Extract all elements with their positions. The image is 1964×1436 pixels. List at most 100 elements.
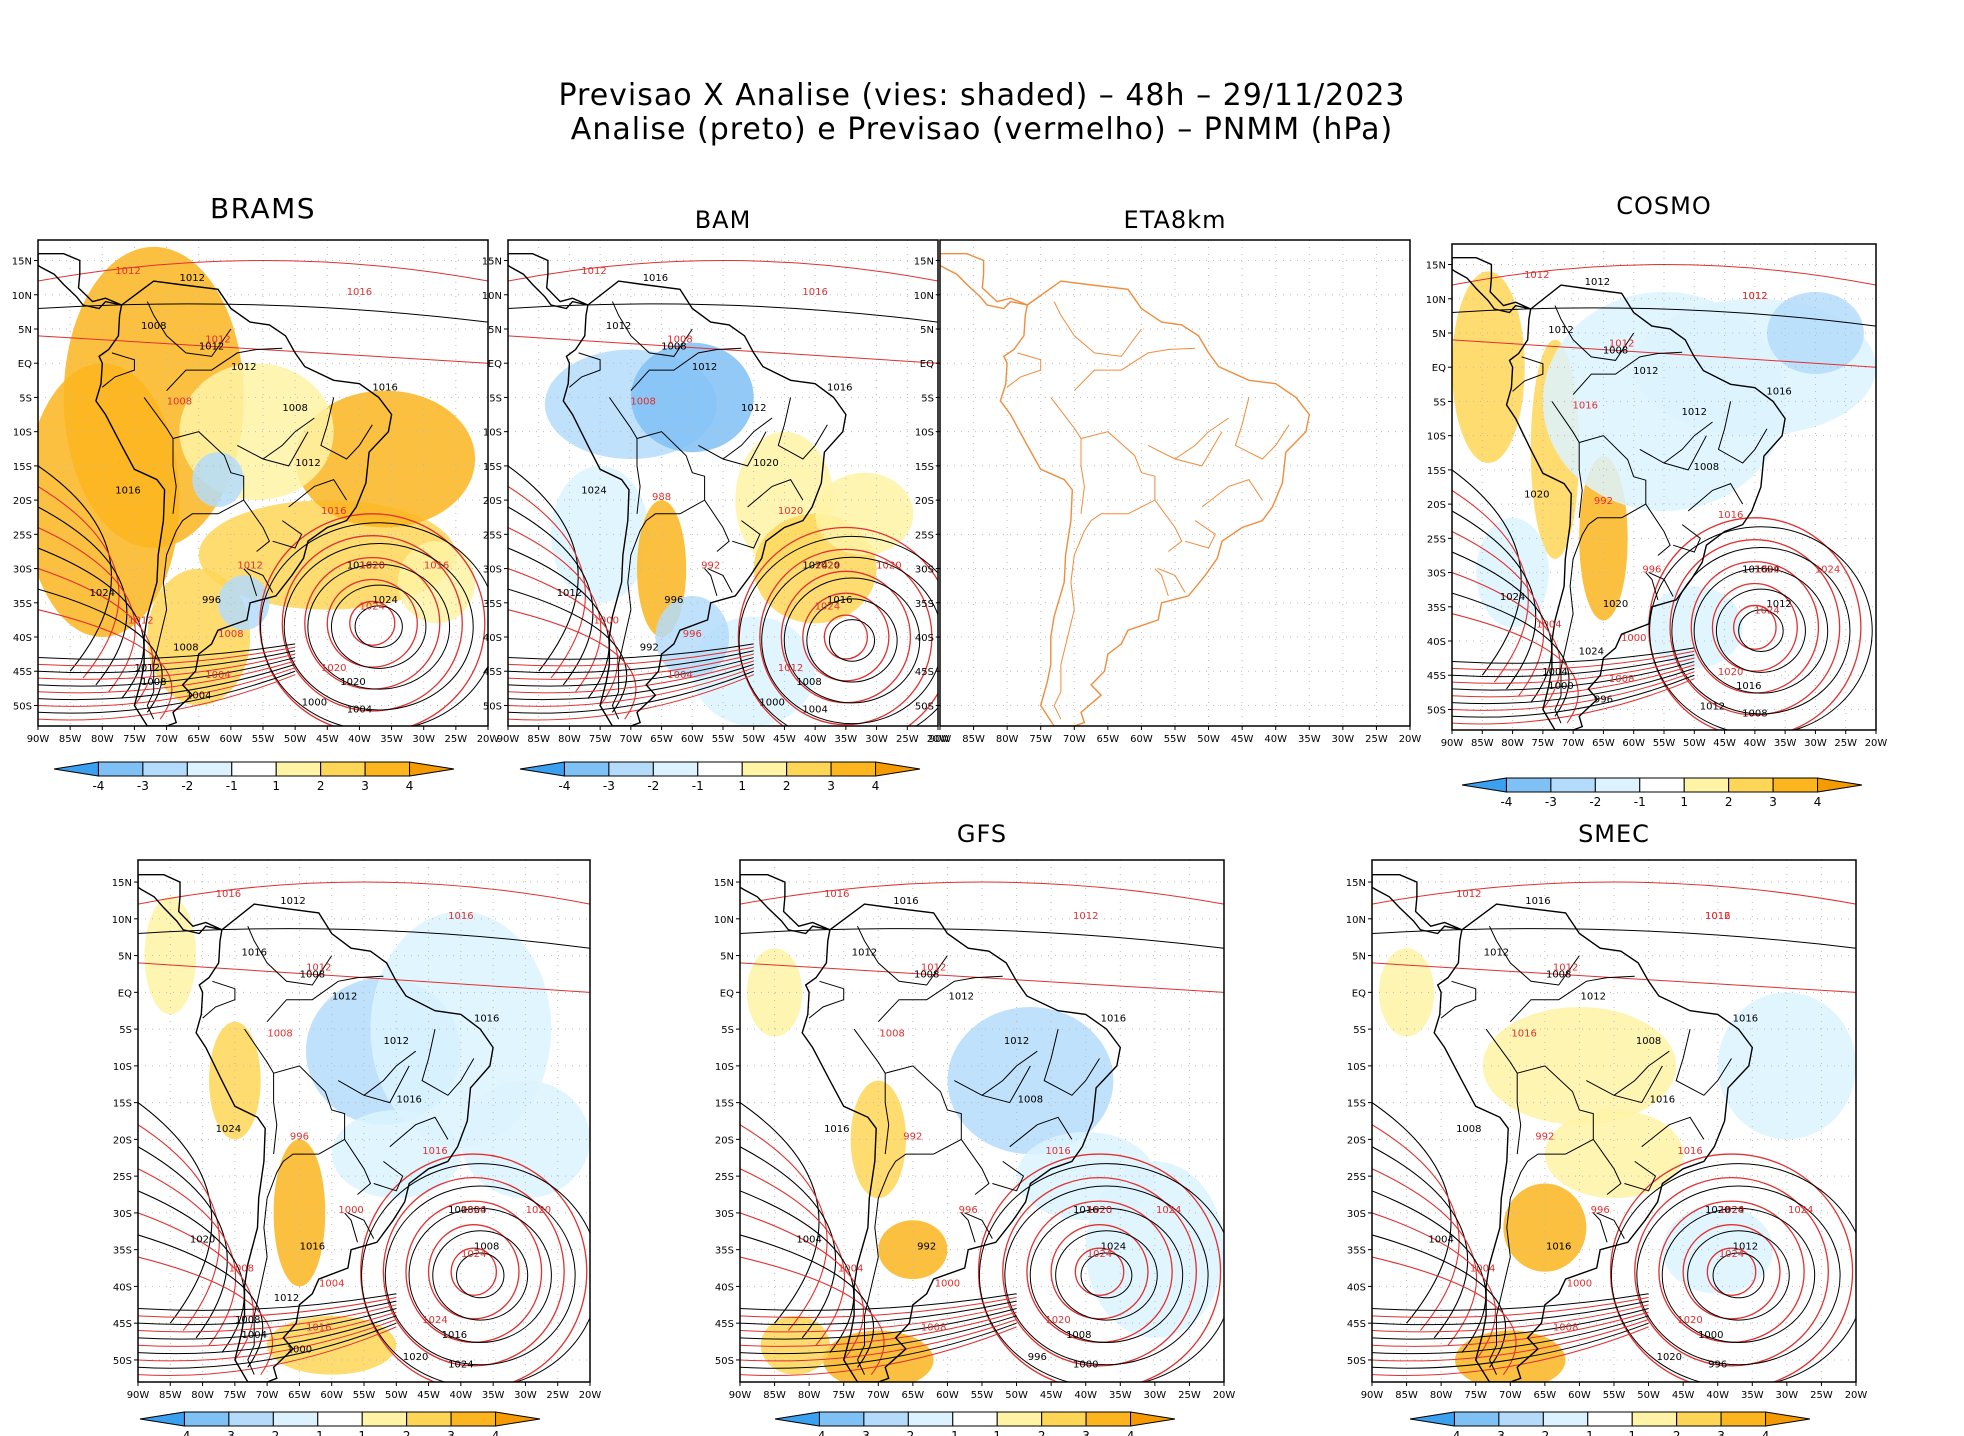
longitude-tick-label: 30W [412, 734, 435, 745]
analysis-isobar [1029, 1207, 1184, 1343]
colorbar-smec: -4 -3 -2 -1 1 2 3 4 [1409, 1411, 1811, 1436]
analysis-isobar [138, 928, 590, 949]
forecast-isobar [1452, 530, 1544, 697]
country-border [373, 1161, 404, 1192]
colorbar-segment [1765, 1411, 1811, 1427]
latitude-tick-label: 15N [1346, 878, 1366, 889]
analysis-contour-label: 1016 [643, 273, 668, 284]
latitude-tick-label: 30S [1427, 569, 1446, 580]
latitude-tick-label: 50S [715, 1356, 734, 1367]
bias-shading-area [1476, 517, 1549, 628]
latitude-tick-label: 40S [483, 633, 502, 644]
colorbar-tick-label: 2 [403, 1429, 411, 1436]
longitude-tick-label: 80W [558, 734, 581, 745]
longitude-tick-label: 35W [1741, 1390, 1764, 1401]
longitude-tick-label: 60W [936, 1390, 959, 1401]
analysis-contour-label: 1004 [802, 704, 827, 715]
country-border [933, 1138, 990, 1195]
analysis-isobar [138, 1234, 264, 1368]
analysis-isobar [1715, 588, 1806, 673]
latitude-tick-label: 5S [489, 393, 502, 404]
longitude-tick-label: 60W [1130, 734, 1153, 745]
colorbar-cosmo: -4 -3 -2 -1 1 2 3 4 [1461, 777, 1863, 809]
forecast-isobar [138, 1124, 220, 1331]
longitude-tick-label: 65W [1097, 734, 1120, 745]
analysis-isobar [307, 563, 451, 690]
forecast-contour-label: 1012 [921, 962, 946, 973]
colorbar-tick-label: 1 [1680, 795, 1688, 809]
longitude-tick-label: 55W [1603, 1390, 1626, 1401]
analysis-contour-label: 1016 [347, 561, 372, 572]
country-border [1641, 1116, 1705, 1148]
colorbar-tick-label: 2 [1038, 1429, 1046, 1436]
forecast-contour-label: 1024 [1754, 606, 1779, 617]
forecast-isobar [38, 660, 296, 694]
forecast-contour-label: 1012 [778, 663, 803, 674]
longitude-tick-label: 90W [929, 734, 952, 745]
analysis-isobar [38, 588, 163, 713]
colorbar-tick-label: -1 [1634, 795, 1646, 809]
country-border [1672, 524, 1701, 553]
forecast-contour-label: 1016 [1705, 911, 1730, 922]
continent-coastline [999, 280, 1311, 726]
forecast-isobar [740, 1124, 828, 1331]
forecast-isobar [38, 485, 120, 679]
forecast-contour-label: 1016 [1573, 400, 1598, 411]
forecast-contour-label: 1020 [1677, 1315, 1702, 1326]
longitude-tick-label: 80W [798, 1390, 821, 1401]
forecast-isobar [1682, 1224, 1781, 1320]
analysis-contour-label: 1008 [1018, 1095, 1043, 1106]
analysis-isobar [1687, 1230, 1790, 1321]
analysis-contour-label: 1008 [235, 1315, 260, 1326]
colorbar-segment [1720, 1411, 1767, 1427]
longitude-tick-label: 85W [1471, 738, 1494, 749]
latitude-tick-label: 10S [113, 1062, 132, 1073]
longitude-tick-label: 75W [224, 1390, 247, 1401]
analysis-isobar [1738, 609, 1784, 653]
country-border [1675, 1028, 1732, 1096]
forecast-isobar [508, 646, 754, 667]
colorbar-tick-label: -4 [813, 1429, 825, 1436]
forecast-isobar [759, 548, 933, 726]
latitude-tick-label: 10N [914, 291, 934, 302]
latitude-tick-label: EQ [488, 359, 502, 370]
colorbar-brams-2: -4 -3 -2 -1 1 2 3 4 [139, 1411, 541, 1436]
latitude-tick-label: 40S [715, 1282, 734, 1293]
analysis-isobar [138, 1322, 397, 1369]
latitude-tick-label: 5S [119, 1025, 132, 1036]
latitude-tick-label: 15N [112, 878, 132, 889]
country-border [1621, 503, 1671, 556]
forecast-isobar [1372, 1212, 1497, 1361]
latitude-tick-label: 35S [113, 1246, 132, 1257]
analysis-isobar [508, 650, 754, 674]
forecast-contour-label: 1008 [1553, 1323, 1578, 1334]
colorbar-segment [863, 1411, 909, 1427]
colorbar-segment [1676, 1411, 1722, 1427]
longitude-tick-label: 25W [1834, 738, 1857, 749]
country-border [884, 1073, 890, 1155]
analysis-contour-label: 1012 [280, 896, 305, 907]
analysis-contour-label: 1004 [347, 704, 372, 715]
country-border [421, 1028, 475, 1096]
country-border [1154, 568, 1169, 597]
bias-shading-area [209, 1021, 261, 1140]
longitude-tick-label: 60W [1622, 738, 1645, 749]
map-panel-brams-2: 1012101610081012101610121016100810041008… [112, 859, 601, 1401]
figure-title-line1: Previsao X Analise (vies: shaded) – 48h … [558, 78, 1406, 113]
analysis-contour-label: 1008 [300, 970, 325, 981]
colorbar-segment [519, 761, 565, 777]
longitude-tick-label: 65W [288, 1390, 311, 1401]
colorbar-tick-label: -2 [1589, 795, 1601, 809]
panel-title-gfs: GFS [956, 820, 1008, 848]
latitude-tick-label: 10S [483, 428, 502, 439]
analysis-isobar [1452, 674, 1695, 718]
colorbar-segment [1453, 1411, 1500, 1427]
latitude-tick-label: 40S [1427, 637, 1446, 648]
analysis-contour-label: 1012 [135, 663, 160, 674]
colorbar-tick-label: -2 [902, 1429, 914, 1436]
country-border [1489, 925, 1580, 986]
latitude-tick-label: 5S [1353, 1025, 1366, 1036]
country-border [320, 397, 373, 460]
colorbar-tick-label: -3 [1493, 1429, 1505, 1436]
forecast-contour-label: 1012 [581, 266, 606, 277]
